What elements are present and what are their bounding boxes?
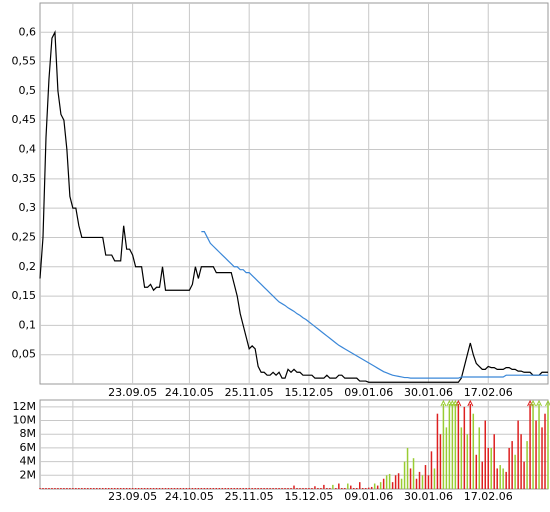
y-tick-label: 10M	[13, 414, 37, 427]
y-tick-label: 6M	[20, 441, 37, 454]
x-tick-label: 17.02.06	[464, 490, 513, 503]
x-tick-label: 15.12.05	[284, 386, 333, 399]
y-tick-label: 0,55	[12, 55, 37, 68]
y-tick-label: 2M	[20, 468, 37, 481]
overflow-arrow	[536, 399, 542, 407]
y-tick-label: 0,15	[12, 289, 37, 302]
x-tick-label: 30.01.06	[404, 490, 453, 503]
y-tick-label: 0,5	[19, 84, 37, 97]
x-tick-label: 23.09.05	[108, 386, 157, 399]
y-tick-label: 0,05	[12, 348, 37, 361]
x-tick-label: 09.01.06	[344, 490, 393, 503]
y-tick-label: 0,3	[19, 201, 37, 214]
price-line	[39, 30, 548, 383]
x-tick-label: 25.11.05	[225, 490, 274, 503]
y-tick-label: 0,6	[19, 25, 37, 38]
overflow-arrow	[530, 399, 537, 407]
y-tick-label: 0,2	[19, 260, 37, 273]
overflow-arrow	[452, 399, 459, 407]
x-tick-label: 09.01.06	[344, 386, 393, 399]
y-tick-label: 0,45	[12, 113, 37, 126]
y-tick-label: 8M	[20, 427, 37, 440]
y-tick-label: 0,25	[12, 230, 37, 243]
overflow-arrow	[440, 399, 447, 407]
x-tick-label: 30.01.06	[404, 386, 453, 399]
x-tick-label: 24.10.05	[165, 490, 214, 503]
y-tick-label: 0,35	[12, 172, 37, 185]
x-tick-label: 24.10.05	[165, 386, 214, 399]
x-tick-label: 15.12.05	[284, 490, 333, 503]
x-tick-label: 25.11.05	[225, 386, 274, 399]
price-line	[201, 231, 548, 379]
x-tick-label: 17.02.06	[464, 386, 513, 399]
x-tick-label: 23.09.05	[108, 490, 157, 503]
y-tick-label: 4M	[20, 455, 37, 468]
y-tick-label: 12M	[13, 400, 37, 413]
y-tick-label: 0,4	[19, 143, 37, 156]
y-tick-label: 0,1	[19, 318, 37, 331]
plot-area	[39, 2, 549, 385]
overflow-arrow	[467, 399, 474, 407]
